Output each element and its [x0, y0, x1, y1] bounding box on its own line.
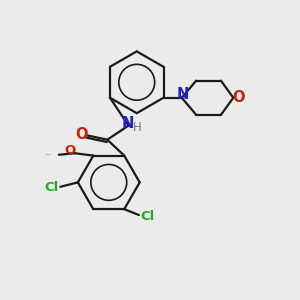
Text: Cl: Cl — [140, 210, 154, 223]
Text: O: O — [64, 144, 75, 158]
Text: N: N — [176, 87, 189, 102]
Text: N: N — [122, 116, 134, 131]
Text: O: O — [75, 127, 88, 142]
Text: H: H — [132, 122, 141, 134]
Text: O: O — [232, 90, 245, 105]
Text: methoxy: methoxy — [46, 154, 52, 155]
Text: Cl: Cl — [45, 182, 59, 194]
